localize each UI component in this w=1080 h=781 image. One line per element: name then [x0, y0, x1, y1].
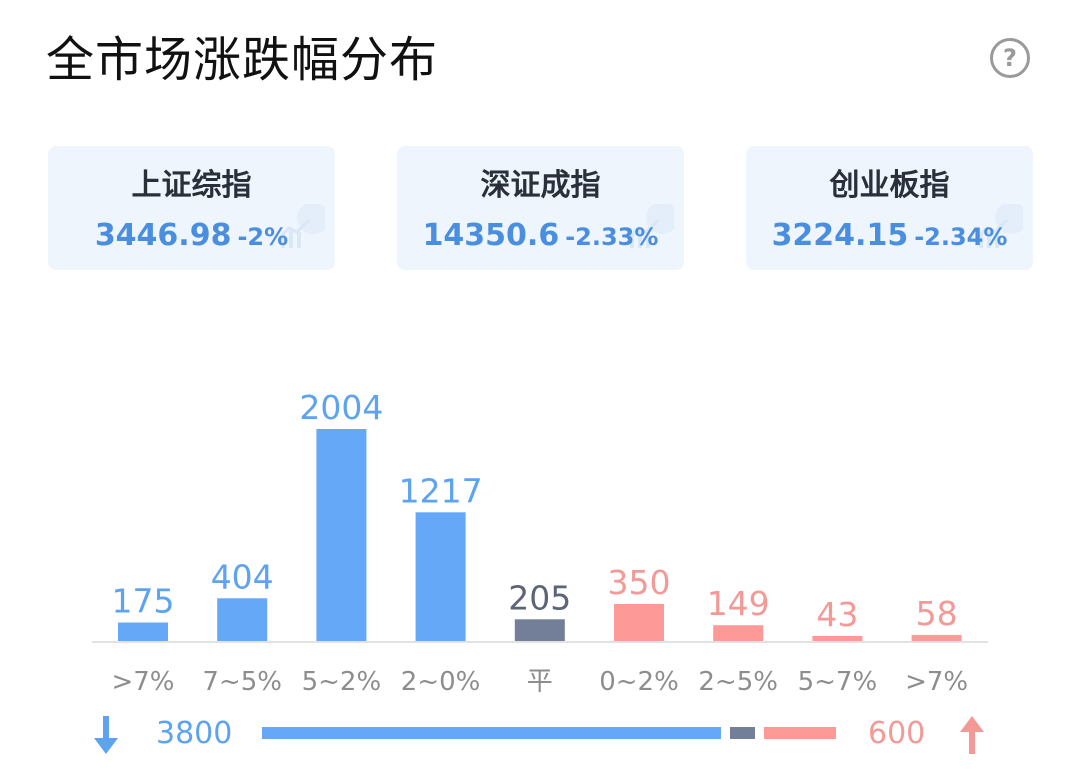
- index-value: 3446.98: [94, 218, 232, 253]
- index-name: 上证综指: [131, 168, 252, 203]
- bar-value-label: 43: [816, 595, 858, 634]
- index-value: 3224.15: [771, 218, 909, 253]
- index-change: -2.33%: [565, 223, 659, 251]
- arrow-down-icon: [94, 716, 118, 754]
- index-values: 3224.15 -2.34%: [746, 216, 1033, 260]
- bar[interactable]: [316, 429, 367, 641]
- bar-value-label: 350: [608, 563, 671, 602]
- bar[interactable]: [713, 625, 764, 641]
- bar[interactable]: [614, 604, 664, 641]
- bar-value-label: 58: [916, 594, 958, 633]
- category-label: 2~0%: [401, 667, 481, 697]
- index-values: 14350.6 -2.33%: [397, 216, 684, 260]
- index-name: 深证成指: [480, 168, 601, 203]
- index-card-sh[interactable]: 上证综指 3446.98 -2%: [48, 146, 335, 270]
- bar[interactable]: [118, 622, 168, 642]
- bar[interactable]: [812, 636, 863, 641]
- index-card-sz[interactable]: 深证成指 14350.6 -2.33%: [397, 146, 684, 270]
- ratio-bar-up: [763, 727, 836, 739]
- trend-chart-icon: [277, 204, 325, 248]
- index-value: 14350.6: [422, 218, 560, 253]
- bar[interactable]: [415, 512, 466, 641]
- bar[interactable]: [911, 634, 962, 641]
- index-name: 创业板指: [829, 168, 950, 203]
- down-count: 3800: [156, 716, 233, 751]
- trend-chart-icon: [626, 204, 674, 248]
- bar-value-label: 2004: [299, 388, 383, 427]
- category-label: 5~2%: [302, 667, 382, 697]
- page-title: 全市场涨跌幅分布: [46, 32, 439, 88]
- bar-value-label: 205: [508, 578, 571, 617]
- question-circle-icon[interactable]: ?: [990, 38, 1030, 78]
- category-label: 0~2%: [599, 667, 679, 697]
- index-change: -2.34%: [914, 223, 1008, 251]
- bar-value-label: 404: [211, 557, 274, 596]
- category-label: >7%: [111, 667, 174, 697]
- category-label: 2~5%: [698, 667, 778, 697]
- category-label: 5~7%: [798, 667, 878, 697]
- category-label: >7%: [905, 667, 968, 697]
- index-values: 3446.98 -2%: [48, 216, 335, 260]
- arrow-up-icon: [960, 716, 984, 754]
- category-label: 7~5%: [202, 667, 282, 697]
- category-label: 平: [527, 667, 553, 697]
- trend-chart-icon: [975, 204, 1023, 248]
- distribution-bar-chart: 175 >7% 404 7~5% 2004 5~2% 1217 2~0% 205 平 350 0~2%…: [92, 388, 988, 697]
- index-change: -2%: [237, 223, 289, 251]
- bar[interactable]: [217, 598, 268, 641]
- bar-value-label: 149: [707, 584, 770, 623]
- bar-value-label: 1217: [399, 471, 483, 510]
- ratio-bar-down: [262, 727, 721, 739]
- ratio-bar-flat: [729, 727, 755, 739]
- up-count: 600: [868, 716, 926, 751]
- index-card-cyb[interactable]: 创业板指 3224.15 -2.34%: [746, 146, 1033, 270]
- bar[interactable]: [514, 619, 565, 641]
- bar-value-label: 175: [112, 582, 175, 621]
